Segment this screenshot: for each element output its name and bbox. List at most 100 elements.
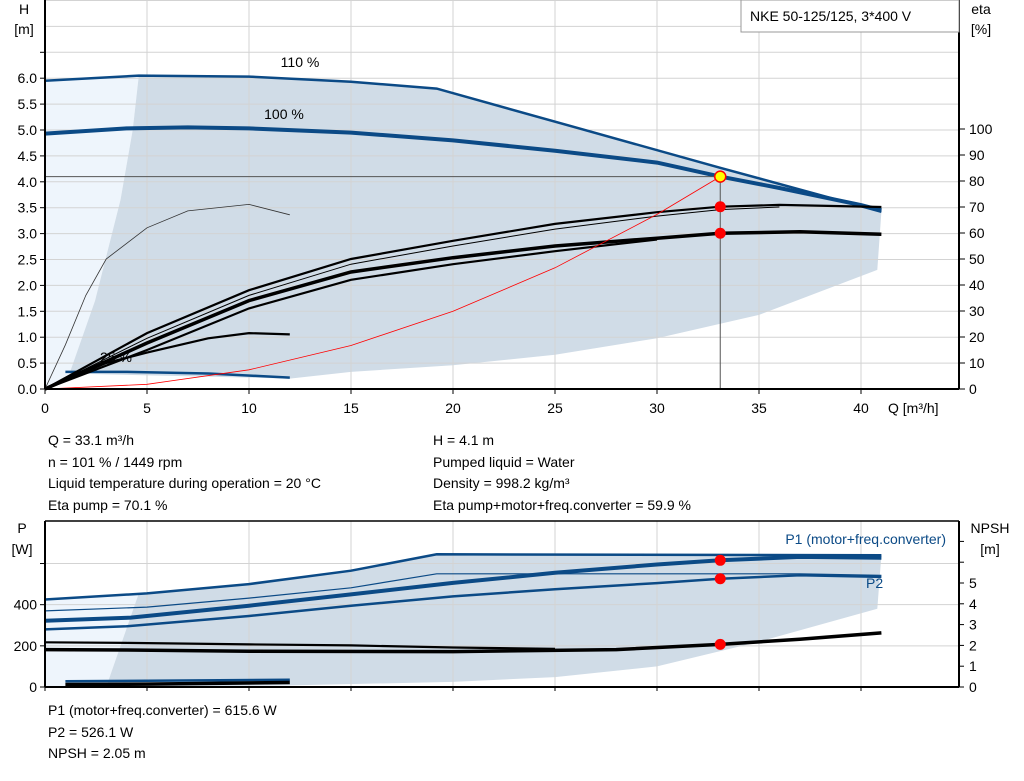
power-curve-5 (65, 680, 290, 687)
npsh-tick-label: 2 (969, 637, 977, 653)
pump-model-title: NKE 50-125/125, 3*400 V (750, 8, 912, 24)
power-curve-3 (44, 574, 882, 631)
p2-point (714, 573, 726, 585)
eta-tick-label: 0 (969, 381, 977, 397)
p-tick-label: 200 (14, 638, 38, 654)
p-axis-label-name: P (17, 520, 26, 536)
npsh-curve-6 (44, 641, 556, 650)
info-eta-pump: Eta pump = 70.1 % (48, 496, 168, 513)
npsh-point (714, 638, 726, 650)
h-tick-label: 3.5 (18, 200, 38, 216)
system-curve (44, 176, 721, 390)
q-tick-label: 5 (143, 400, 151, 416)
info-head: H = 4.1 m (433, 432, 495, 448)
efficiency-curve-5 (44, 229, 882, 391)
label-110-percent: 110 % (281, 54, 320, 70)
info-p1: P1 (motor+freq.converter) = 615.6 W (48, 702, 277, 718)
p-axis-label-unit: [W] (12, 541, 33, 557)
eta-tick-label: 20 (969, 329, 985, 345)
q-tick-label: 40 (853, 400, 869, 416)
npsh-tick-label: 0 (969, 679, 977, 695)
efficiency-curve-6 (44, 238, 658, 391)
npsh-tick-label: 1 (969, 658, 977, 674)
eta-tick-label: 50 (969, 251, 985, 267)
eta-tick-label: 30 (969, 303, 985, 319)
q-tick-label: 20 (445, 400, 461, 416)
q-tick-label: 0 (41, 400, 49, 416)
npsh-tick-label: 3 (969, 617, 977, 633)
q-tick-label: 25 (547, 400, 563, 416)
eta-total-point (714, 227, 726, 239)
h-tick-label: 4.5 (18, 148, 38, 164)
power-info: P1 (motor+freq.converter) = 615.6 W P2 =… (48, 700, 277, 765)
eta-tick-label: 90 (969, 147, 985, 163)
head-curve-0 (44, 74, 882, 214)
q-tick-label: 15 (343, 400, 359, 416)
light-operating-area (45, 75, 139, 389)
info-npsh: NPSH = 2.05 m (48, 745, 146, 761)
h-tick-label: 0.5 (18, 355, 38, 371)
duty-info-left: Q = 33.1 m³/h n = 101 % / 1449 rpm Liqui… (48, 430, 321, 516)
npsh-tick-label: 5 (969, 575, 977, 591)
eta-tick-label: 70 (969, 199, 985, 215)
label-p2: P2 (866, 575, 883, 591)
h-tick-label: 0.0 (18, 381, 38, 397)
label-25-percent: 25 % (100, 349, 132, 365)
duty-point (713, 170, 727, 183)
head-curve-2 (65, 370, 290, 379)
q-tick-label: 30 (649, 400, 665, 416)
eta-tick-label: 60 (969, 225, 985, 241)
h-tick-label: 5.0 (18, 122, 38, 138)
label-p1: P1 (motor+freq.converter) (785, 531, 946, 547)
info-speed: n = 101 % / 1449 rpm (48, 453, 183, 470)
h-tick-label: 3.0 (18, 226, 38, 242)
h-tick-label: 2.5 (18, 252, 38, 268)
h-tick-label: 1.0 (18, 329, 38, 345)
q-axis-label: Q [m³/h] (888, 400, 939, 416)
info-liquid: Pumped liquid = Water (433, 453, 575, 470)
power-curve-2 (44, 554, 882, 623)
h-tick-label: 6.0 (18, 70, 38, 86)
eta-axis-label-unit: [%] (971, 21, 991, 37)
npsh-curve-7 (44, 631, 882, 654)
eta-tick-label: 40 (969, 277, 985, 293)
q-tick-label: 35 (751, 400, 767, 416)
label-100-percent: 100 % (264, 106, 304, 122)
eta-tick-label: 10 (969, 355, 985, 371)
npsh-tick-label: 4 (969, 596, 977, 612)
h-tick-label: 5.5 (18, 96, 38, 112)
power-curve-1 (44, 573, 882, 612)
head-curve-1 (44, 125, 882, 213)
power-curve-4 (65, 678, 290, 683)
legend-box (740, 0, 960, 33)
p-tick-label: 400 (14, 597, 38, 613)
info-eta-total: Eta pump+motor+freq.converter = 59.9 % (433, 496, 691, 513)
efficiency-curve-8 (44, 203, 290, 390)
h-tick-label: 1.5 (18, 303, 38, 319)
eta-tick-label: 80 (969, 173, 985, 189)
p1-point (714, 554, 726, 566)
efficiency-curve-3 (44, 203, 882, 390)
h-axis-label-unit: [m] (14, 21, 33, 37)
duty-info-right: H = 4.1 m Pumped liquid = Water Density … (433, 430, 691, 516)
eta-tick-label: 100 (969, 121, 993, 137)
info-flow: Q = 33.1 m³/h (48, 432, 134, 448)
npsh-axis-label-name: NPSH (971, 520, 1010, 536)
power-curve-0 (44, 553, 882, 601)
info-temperature: Liquid temperature during operation = 20… (48, 475, 321, 491)
eta-axis-label-name: eta (971, 1, 991, 17)
h-tick-label: 4.0 (18, 174, 38, 190)
info-density: Density = 998.2 kg/m³ (433, 475, 570, 491)
npsh-axis-label-unit: [m] (980, 541, 999, 557)
efficiency-curve-4 (44, 206, 780, 390)
efficiency-curve-7 (44, 331, 290, 391)
power-operating-area (106, 554, 882, 687)
h-axis-label-name: H (19, 1, 29, 17)
eta-pump-point (714, 201, 726, 213)
h-tick-label: 2.0 (18, 277, 38, 293)
info-p2: P2 = 526.1 W (48, 723, 134, 740)
q-tick-label: 10 (241, 400, 257, 416)
p-tick-label: 0 (29, 679, 37, 695)
